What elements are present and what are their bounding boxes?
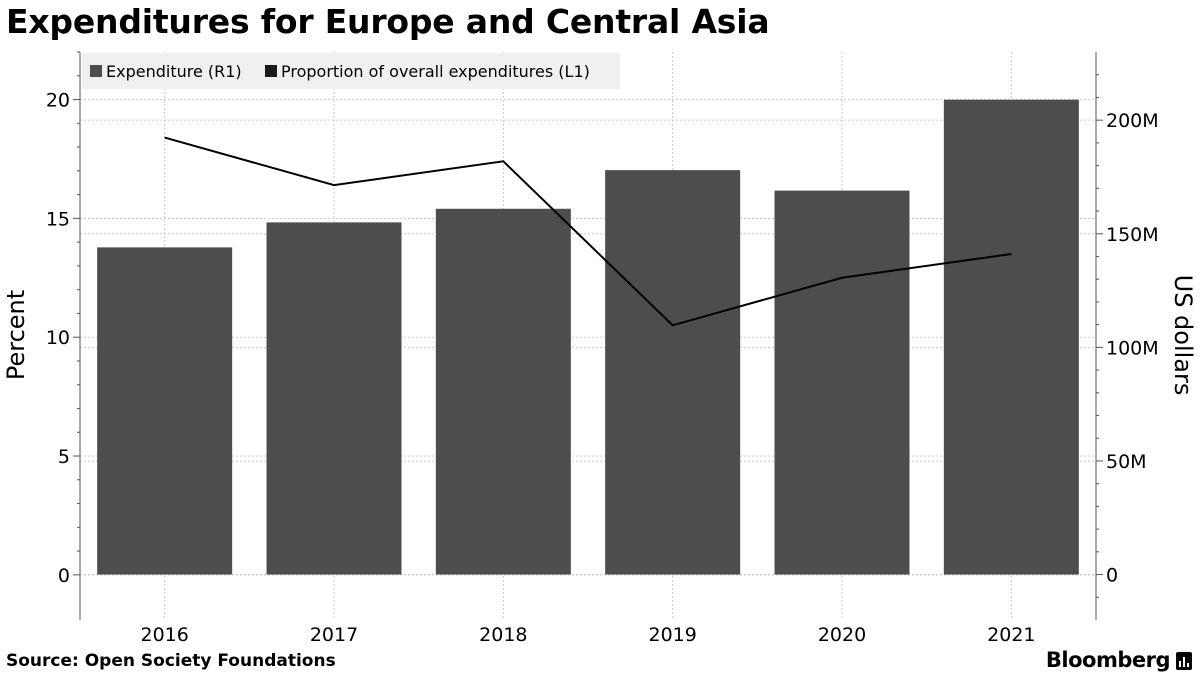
bar-2016 xyxy=(97,247,233,575)
x-tick-label-2018: 2018 xyxy=(479,624,527,646)
source-note: Source: Open Society Foundations xyxy=(6,651,336,671)
left-tick-label: 10 xyxy=(46,327,70,349)
left-tick-label: 0 xyxy=(58,565,70,587)
right-tick-label: 200M xyxy=(1106,110,1159,132)
bar-2020 xyxy=(774,190,910,575)
brand-logo: Bloomberg xyxy=(1045,648,1171,672)
x-tick-label-2019: 2019 xyxy=(648,624,696,646)
chart-title: Expenditures for Europe and Central Asia xyxy=(6,2,770,41)
x-tick-label-2017: 2017 xyxy=(310,624,358,646)
right-tick-label: 50M xyxy=(1106,451,1147,473)
right-axis-title: US dollars xyxy=(1169,275,1197,396)
legend-label-bar: Expenditure (R1) xyxy=(106,62,242,81)
x-tick-label-2020: 2020 xyxy=(818,624,866,646)
bar-2017 xyxy=(266,222,402,575)
bar-2021 xyxy=(943,99,1079,575)
right-tick-label: 100M xyxy=(1106,337,1159,359)
x-tick-label-2021: 2021 xyxy=(987,624,1035,646)
legend-box xyxy=(82,53,620,89)
right-tick-label: 150M xyxy=(1106,224,1159,246)
legend-label-line: Proportion of overall expenditures (L1) xyxy=(281,62,590,81)
x-tick-label-2016: 2016 xyxy=(140,624,188,646)
left-tick-label: 5 xyxy=(58,446,70,468)
right-tick-label: 0 xyxy=(1106,565,1118,587)
legend-swatch-bar xyxy=(90,65,102,77)
left-axis-title: Percent xyxy=(2,290,30,380)
left-tick-label: 20 xyxy=(46,90,70,112)
bloomberg-terminal-icon xyxy=(1176,652,1192,670)
line-proportion xyxy=(164,136,1012,327)
bar-2018 xyxy=(435,208,571,575)
bar-2019 xyxy=(605,170,741,575)
legend-swatch-line xyxy=(265,65,277,77)
left-tick-label: 15 xyxy=(46,208,70,230)
